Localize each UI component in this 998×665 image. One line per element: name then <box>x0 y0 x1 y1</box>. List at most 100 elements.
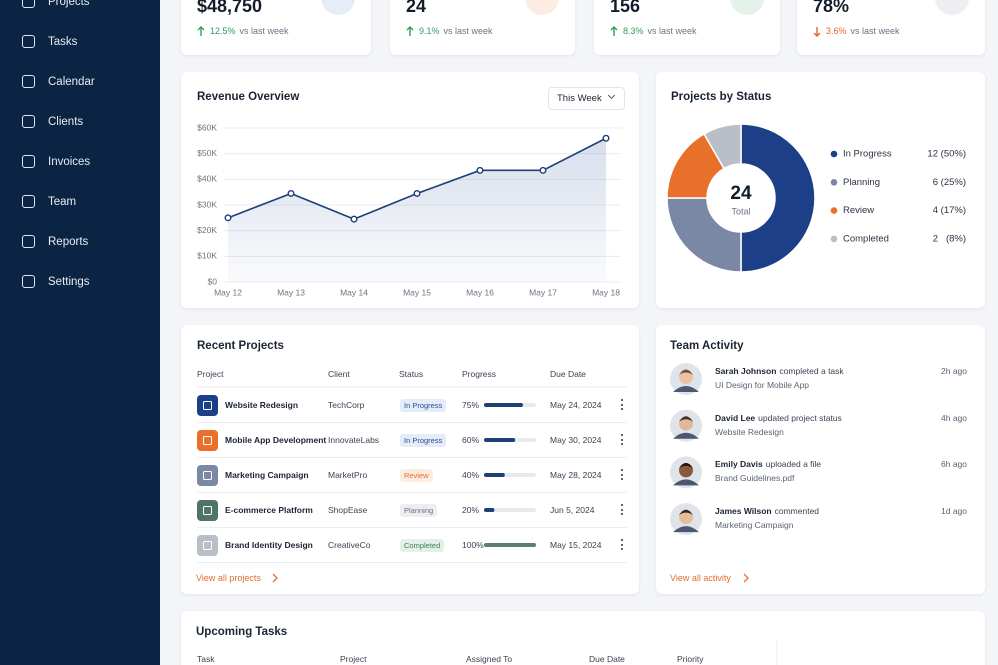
nav-icon <box>22 275 35 288</box>
stat-change: 3.6% vs last week <box>826 24 900 38</box>
legend-dot <box>830 179 838 186</box>
row-menu[interactable] <box>619 434 625 446</box>
nav-label: Projects <box>48 0 90 8</box>
legend-label: Completed <box>843 233 889 244</box>
activity-name: David Lee <box>715 412 756 423</box>
nav-icon <box>22 235 35 248</box>
project-icon-glyph <box>203 436 212 445</box>
activity-action: uploaded a file <box>765 459 822 470</box>
link[interactable]: View all activity <box>670 573 731 583</box>
activity-name: James Wilson <box>715 506 772 517</box>
project-icon-glyph <box>203 401 212 410</box>
activity-time: 2h ago <box>941 366 967 376</box>
legend-percent: (25%) <box>941 177 966 188</box>
progress-bar <box>484 403 523 407</box>
row-menu[interactable] <box>619 469 625 481</box>
column-header: Priority <box>677 654 704 664</box>
menu-dot <box>621 508 624 511</box>
activity-target: UI Design for Mobile App <box>715 380 810 390</box>
progress-label: 60% <box>462 435 480 445</box>
nav-label: Clients <box>48 116 84 128</box>
stat-icon <box>935 0 969 15</box>
y-tick-label: $60K <box>197 122 217 132</box>
change-note: vs last week <box>443 26 493 36</box>
area <box>228 138 606 282</box>
legend-label: Review <box>843 205 874 216</box>
trend-arrow <box>813 32 821 37</box>
point <box>539 166 547 174</box>
y-tick-label: $20K <box>197 225 217 235</box>
legend-dot <box>830 207 838 214</box>
card-title: Recent Projects <box>197 340 284 352</box>
change-value: 8.3% <box>623 26 644 36</box>
due-date: May 24, 2024 <box>550 400 602 410</box>
menu-dot <box>621 543 624 546</box>
nav-item[interactable]: Reports <box>12 229 148 255</box>
tasks-card <box>181 611 985 665</box>
row-menu[interactable] <box>619 399 625 411</box>
column-header: Due Date <box>550 369 586 379</box>
progress-label: 75% <box>462 400 480 410</box>
nav-item[interactable]: Projects <box>12 0 148 15</box>
activity-line: Sarah Johnson completed a task <box>715 364 844 378</box>
project-name: E-commerce Platform <box>225 505 313 515</box>
menu-dot <box>621 438 624 441</box>
column-header: Project <box>340 654 367 664</box>
x-tick-label: May 12 <box>214 287 242 297</box>
activity-time: 1d ago <box>941 506 967 517</box>
activity-target: Brand Guidelines.pdf <box>715 473 795 484</box>
project-name: Brand Identity Design <box>225 540 313 550</box>
link[interactable]: View all projects <box>196 573 261 583</box>
activity-action: updated project status <box>758 412 842 423</box>
donut-slice <box>740 123 816 273</box>
menu-dot <box>621 469 624 472</box>
nav-item[interactable]: Invoices <box>12 149 148 175</box>
nav-icon <box>22 0 35 8</box>
row-menu[interactable] <box>619 504 625 516</box>
project-icon <box>197 465 218 486</box>
avatar-body <box>673 526 699 533</box>
status-pill: Review <box>400 468 433 482</box>
column-header: Client <box>328 369 350 379</box>
project-icon <box>197 500 218 521</box>
nav-item[interactable]: Calendar <box>12 69 148 95</box>
nav-label: Calendar <box>48 76 95 88</box>
trend-arrow <box>406 26 414 31</box>
stat-change: 9.1% vs last week <box>419 24 493 38</box>
nav-item[interactable]: Clients <box>12 109 148 135</box>
change-value: 9.1% <box>419 26 440 36</box>
activity-card <box>656 325 985 594</box>
status-pill: In Progress <box>400 398 447 412</box>
due-date: Jun 5, 2024 <box>550 505 595 515</box>
x-tick-label: May 14 <box>340 287 368 297</box>
nav-item[interactable]: Tasks <box>12 29 148 55</box>
due-date: May 30, 2024 <box>550 435 602 445</box>
client: InnovateLabs <box>328 435 380 445</box>
card-title: Upcoming Tasks <box>196 626 288 638</box>
y-tick-label: $50K <box>197 148 217 158</box>
client: MarketPro <box>328 470 368 480</box>
change-note: vs last week <box>239 26 289 36</box>
legend-label: In Progress <box>843 149 892 160</box>
nav-label: Settings <box>48 276 90 288</box>
nav-icon <box>22 75 35 88</box>
change-note: vs last week <box>647 26 697 36</box>
point <box>602 134 610 142</box>
stat-value: 24 <box>406 0 427 16</box>
legend-percent: (50%) <box>941 149 966 160</box>
avatar-face <box>679 416 693 431</box>
avatar-face <box>679 463 693 478</box>
trend-arrow <box>197 26 205 31</box>
avatar-face <box>679 510 693 525</box>
nav-item[interactable]: Team <box>12 189 148 215</box>
chart-title: Projects by Status <box>671 91 772 103</box>
nav-label: Invoices <box>48 156 91 168</box>
client: TechCorp <box>328 400 365 410</box>
range-select[interactable]: This Week <box>548 87 625 110</box>
row-menu[interactable] <box>619 539 625 551</box>
client: CreativeCo <box>328 540 371 550</box>
nav-item[interactable]: Settings <box>12 269 148 295</box>
point <box>413 189 421 197</box>
progress-label: 100% <box>462 540 484 550</box>
